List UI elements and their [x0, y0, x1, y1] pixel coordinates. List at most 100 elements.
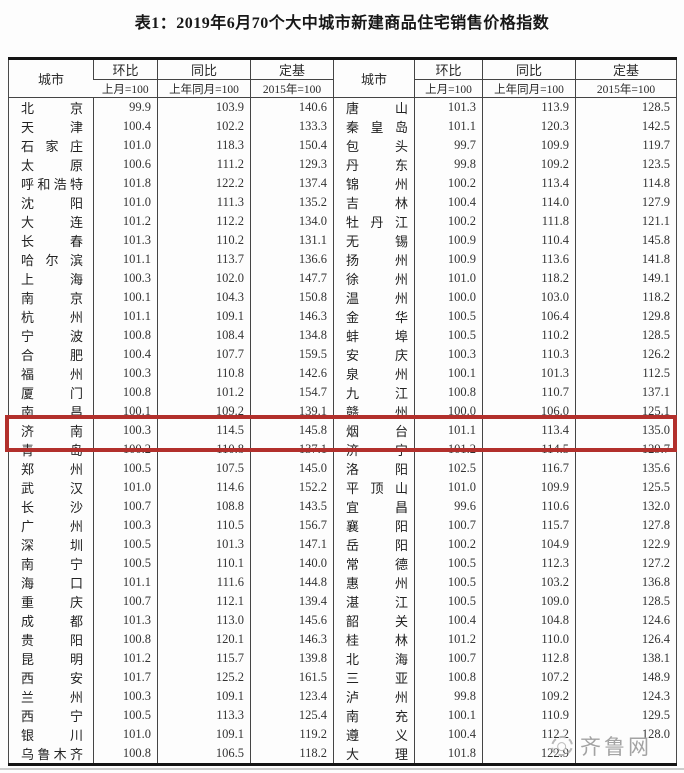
value-cell: 142.6: [250, 364, 334, 383]
value-cell: 100.8: [93, 326, 158, 345]
city-name: 宁波: [21, 329, 83, 344]
city-cell: 包头: [333, 136, 415, 155]
value-cell: 140.6: [250, 97, 334, 117]
value-cell: 123.4: [250, 687, 334, 706]
table-row: 长春 101.3 110.2 131.1 无锡 100.9 110.4 145.8: [9, 231, 677, 250]
value-cell: 136.6: [250, 250, 334, 269]
value-cell: 103.0: [482, 288, 576, 307]
value-cell: 114.5: [482, 440, 576, 459]
table-row: 南宁 100.5 110.1 140.0 常德 100.5 112.3 127.2: [9, 554, 677, 573]
city-cell: 宜昌: [333, 497, 415, 516]
value-cell: 135.6: [575, 459, 677, 478]
table-row: 南昌 100.1 109.2 139.1 赣州 100.0 106.0 125.1: [9, 402, 677, 421]
value-cell: 100.1: [414, 706, 483, 725]
city-name: 温州: [346, 291, 408, 306]
city-name: 深圳: [21, 538, 83, 553]
value-cell: 101.1: [414, 117, 483, 136]
table-row: 兰州 100.3 109.1 123.4 泸州 99.8 109.2 124.3: [9, 687, 677, 706]
value-cell: 116.7: [482, 459, 576, 478]
value-cell: 100.0: [414, 288, 483, 307]
value-cell: 107.5: [157, 459, 251, 478]
city-cell: 哈尔滨: [9, 250, 94, 269]
city-name: 遵义: [346, 728, 408, 743]
value-cell: 110.8: [157, 440, 251, 459]
city-cell: 常德: [333, 554, 415, 573]
city-cell: 桂林: [333, 630, 415, 649]
value-cell: 123.5: [575, 155, 677, 174]
value-cell: 137.4: [250, 174, 334, 193]
value-cell: 141.8: [575, 250, 677, 269]
value-cell: 161.5: [250, 668, 334, 687]
city-name: 包头: [346, 139, 408, 154]
value-cell: 112.2: [157, 212, 251, 231]
city-cell: 扬州: [333, 250, 415, 269]
value-cell: 101.1: [93, 307, 158, 326]
city-cell: 成都: [9, 611, 94, 630]
city-name: 呼和浩特: [21, 177, 83, 192]
value-cell: 115.7: [482, 516, 576, 535]
value-cell: 100.9: [414, 231, 483, 250]
value-cell: 133.3: [250, 117, 334, 136]
value-cell: 100.2: [414, 212, 483, 231]
value-cell: 109.9: [482, 478, 576, 497]
value-cell: 128.5: [575, 326, 677, 345]
header-mom-right: 环比: [414, 58, 483, 80]
city-name: 大理: [346, 747, 408, 762]
table-row: 海口 101.1 111.6 144.8 惠州 100.5 103.2 136.8: [9, 573, 677, 592]
value-cell: 100.4: [414, 611, 483, 630]
value-cell: 109.1: [157, 725, 251, 744]
value-cell: 147.7: [250, 269, 334, 288]
value-cell: 111.3: [157, 193, 251, 212]
city-cell: 惠州: [333, 573, 415, 592]
value-cell: 100.2: [414, 174, 483, 193]
value-cell: 108.8: [157, 497, 251, 516]
value-cell: 114.5: [157, 421, 251, 440]
value-cell: 129.5: [575, 706, 677, 725]
value-cell: 146.3: [250, 307, 334, 326]
city-name: 泉州: [346, 367, 408, 382]
city-cell: 韶关: [333, 611, 415, 630]
city-cell: 温州: [333, 288, 415, 307]
value-cell: 104.9: [482, 535, 576, 554]
city-name: 杭州: [21, 310, 83, 325]
city-name: 武汉: [21, 481, 83, 496]
value-cell: 99.8: [414, 687, 483, 706]
value-cell: 131.1: [250, 231, 334, 250]
city-cell: 济南: [9, 421, 94, 440]
table-row: 南京 100.1 104.3 150.8 温州 100.0 103.0 118.2: [9, 288, 677, 307]
city-name: 宜昌: [346, 500, 408, 515]
city-name: 岳阳: [346, 538, 408, 553]
city-name: 洛阳: [346, 462, 408, 477]
value-cell: 101.3: [93, 231, 158, 250]
city-name: 韶关: [346, 614, 408, 629]
value-cell: 113.4: [482, 421, 576, 440]
city-name: 锦州: [346, 177, 408, 192]
city-cell: 北京: [9, 98, 94, 118]
value-cell: 101.0: [93, 478, 158, 497]
header-yoy-right: 同比: [482, 58, 576, 80]
city-name: 南昌: [21, 405, 83, 420]
value-cell: 100.5: [93, 459, 158, 478]
city-name: 湛江: [346, 595, 408, 610]
city-cell: 兰州: [9, 687, 94, 706]
value-cell: 100.8: [93, 383, 158, 402]
city-cell: 赣州: [333, 402, 415, 421]
city-cell: 西安: [9, 668, 94, 687]
city-name: 昆明: [21, 652, 83, 667]
city-cell: 济宁: [333, 440, 415, 459]
value-cell: 101.0: [414, 269, 483, 288]
city-cell: 重庆: [9, 592, 94, 611]
value-cell: 100.1: [414, 364, 483, 383]
value-cell: 148.9: [575, 668, 677, 687]
city-cell: 福州: [9, 364, 94, 383]
value-cell: 101.2: [157, 383, 251, 402]
watermark-text: 齐鲁网: [580, 736, 652, 759]
value-cell: 101.0: [93, 725, 158, 744]
city-cell: 九江: [333, 383, 415, 402]
value-cell: 128.5: [575, 97, 677, 117]
value-cell: 115.7: [157, 649, 251, 668]
city-name: 太原: [21, 158, 83, 173]
value-cell: 126.2: [575, 345, 677, 364]
table-row: 西宁 100.5 113.3 125.4 南充 100.1 110.9 129.5: [9, 706, 677, 725]
value-cell: 103.9: [157, 97, 251, 117]
